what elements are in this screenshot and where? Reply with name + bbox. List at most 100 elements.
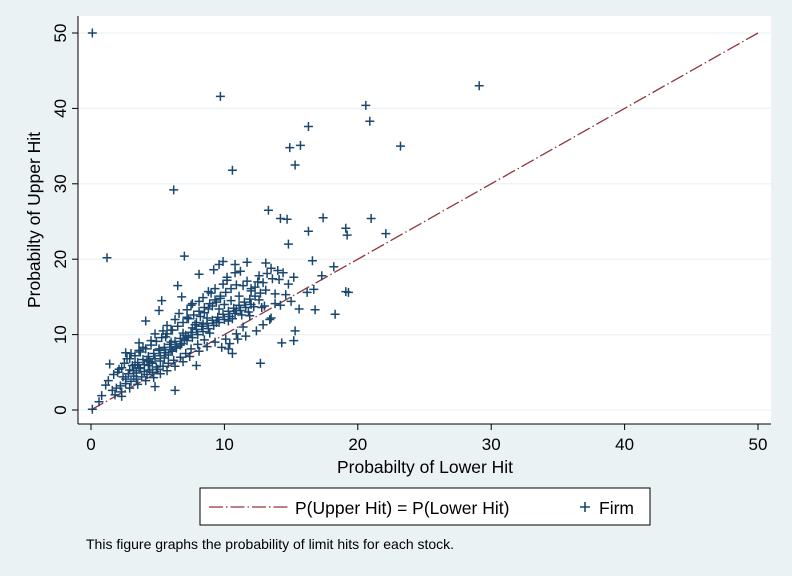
- firm-point: [241, 331, 251, 341]
- firm-point: [317, 271, 327, 281]
- firm-point: [167, 325, 177, 335]
- firm-point: [191, 361, 201, 371]
- y-tick-label: 0: [51, 405, 70, 414]
- firm-point: [155, 369, 165, 379]
- firm-point: [121, 348, 131, 358]
- firm-point: [270, 289, 280, 299]
- firm-point: [193, 339, 203, 349]
- firm-point: [222, 272, 232, 282]
- firm-point: [101, 380, 111, 390]
- firm-point: [133, 379, 143, 389]
- firm-point: [149, 348, 159, 358]
- firm-point: [117, 387, 127, 397]
- firm-point: [237, 310, 247, 320]
- firm-point: [274, 275, 284, 285]
- firm-point: [157, 333, 167, 343]
- firm-point: [135, 347, 145, 357]
- x-axis-title: Probabilty of Lower Hit: [337, 457, 513, 477]
- firm-point: [154, 344, 164, 354]
- firm-point: [250, 282, 260, 292]
- firm-point: [141, 376, 151, 386]
- firm-point: [169, 185, 179, 195]
- firm-point: [239, 297, 249, 307]
- firm-point: [126, 348, 136, 358]
- firm-point: [218, 309, 228, 319]
- firm-point: [166, 345, 176, 355]
- firm-point: [235, 266, 245, 276]
- firm-point: [187, 333, 197, 343]
- firm-point: [243, 307, 253, 317]
- firm-point: [194, 346, 204, 356]
- firm-point: [94, 397, 104, 407]
- plot-area: [78, 16, 771, 424]
- firm-point: [281, 290, 291, 300]
- firm-point: [189, 310, 199, 320]
- firm-point: [151, 336, 161, 346]
- y-tick-label: 20: [51, 250, 70, 269]
- firm-point: [234, 300, 244, 310]
- firm-point: [266, 263, 276, 273]
- firm-point: [206, 288, 216, 298]
- firm-point: [214, 318, 224, 328]
- firm-point: [193, 330, 203, 340]
- firm-point: [290, 326, 300, 336]
- firm-point: [289, 272, 299, 282]
- firm-point: [266, 313, 276, 323]
- x-tick-label: 40: [615, 435, 634, 454]
- firm-point: [162, 321, 172, 331]
- y-axis-title: Probabilty of Upper Hit: [24, 132, 44, 308]
- firm-point: [130, 360, 140, 370]
- firm-point: [278, 268, 288, 278]
- firm-point: [215, 293, 225, 303]
- firm-point: [238, 281, 248, 291]
- firm-point: [158, 326, 168, 336]
- firm-point: [134, 338, 144, 348]
- firm-point: [226, 284, 236, 294]
- firm-point: [139, 367, 149, 377]
- firm-point: [277, 338, 287, 348]
- firm-point: [261, 285, 271, 295]
- y-tick-label: 30: [51, 174, 70, 193]
- firm-point: [245, 311, 255, 321]
- x-tick-label: 10: [215, 435, 234, 454]
- firm-point: [173, 281, 183, 291]
- firm-point: [295, 140, 305, 150]
- firm-point: [289, 336, 299, 346]
- firm-point: [283, 279, 293, 289]
- firm-point: [230, 268, 240, 278]
- firm-point: [226, 296, 236, 306]
- firm-point: [185, 351, 195, 361]
- firm-point: [258, 278, 268, 288]
- legend-firm-marker: [580, 502, 590, 512]
- firm-point: [303, 121, 313, 131]
- firm-point: [343, 287, 353, 297]
- firm-point: [163, 350, 173, 360]
- firm-point: [223, 344, 233, 354]
- x-tick-label: 30: [482, 435, 501, 454]
- firm-point: [179, 251, 189, 261]
- firm-point: [262, 269, 272, 279]
- firm-point: [126, 376, 136, 386]
- firm-point: [170, 361, 180, 371]
- firm-point: [198, 293, 208, 303]
- firm-point: [191, 318, 201, 328]
- firm-point: [182, 305, 192, 315]
- firm-point: [147, 358, 157, 368]
- firm-point: [209, 321, 219, 331]
- firm-point: [223, 306, 233, 316]
- firm-point: [329, 262, 339, 272]
- firm-point: [123, 369, 133, 379]
- firm-point: [309, 284, 319, 294]
- firm-point: [302, 287, 312, 297]
- firm-point: [255, 288, 265, 298]
- firm-point: [209, 265, 219, 275]
- firm-point: [198, 327, 208, 337]
- legend: P(Upper Hit) = P(Lower Hit) Firm: [199, 487, 651, 526]
- firm-point: [150, 382, 160, 392]
- firm-point: [341, 223, 351, 233]
- firm-point: [207, 301, 217, 311]
- reference-line-layer: [90, 32, 759, 411]
- firm-point: [381, 229, 391, 239]
- firm-point: [221, 287, 231, 297]
